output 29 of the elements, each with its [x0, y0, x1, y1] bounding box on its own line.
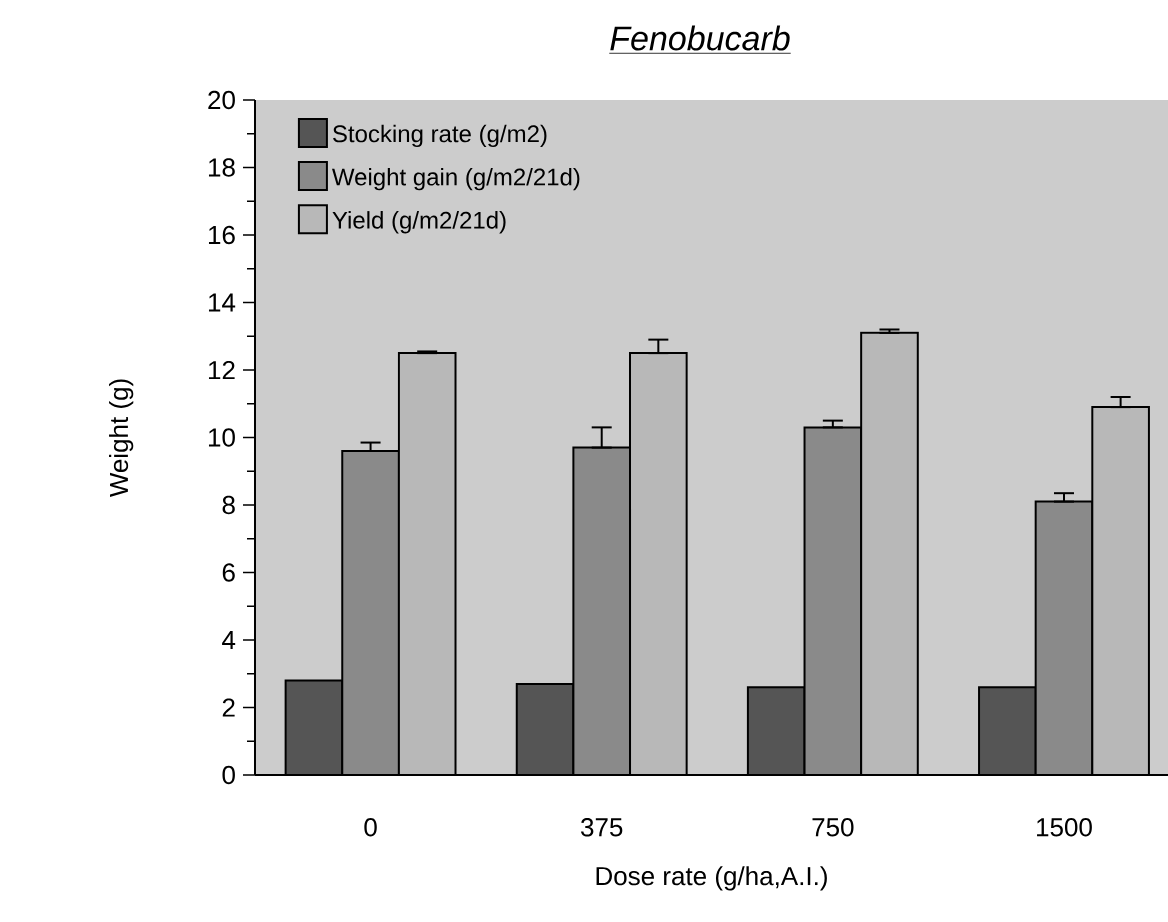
x-tick-label: 750 — [812, 818, 854, 837]
bar — [978, 686, 1037, 775]
y-tick-label: 14 — [208, 293, 236, 312]
x-tick-label: 0 — [364, 818, 377, 837]
bar — [804, 427, 862, 775]
legend-label: Weight gain (g/m2/21d) — [332, 167, 580, 191]
y-tick-label: 4 — [222, 631, 236, 649]
x-tick-label: 1500 — [1037, 818, 1092, 837]
y-tick-label: 2 — [222, 698, 235, 717]
bar — [573, 447, 631, 775]
bar — [516, 683, 574, 775]
y-tick-label: 18 — [208, 158, 235, 177]
bar — [1034, 500, 1094, 775]
y-tick-label: 20 — [208, 90, 235, 110]
y-tick-label: 6 — [222, 563, 235, 582]
bar — [285, 680, 343, 775]
y-tick-label: 0 — [222, 765, 235, 785]
bar — [342, 451, 399, 775]
y-tick-label: 12 — [208, 360, 235, 380]
y-tick-label: 16 — [208, 225, 235, 245]
y-axis-title: Weight (g) — [109, 379, 134, 498]
x-axis-title: Dose rate (g/ha,A.I.) — [596, 866, 827, 891]
legend-label: Stocking rate (g/m2) — [333, 124, 547, 148]
chart-title: Fenobucarb — [610, 25, 790, 51]
y-tick-label: 10 — [208, 428, 235, 447]
y-tick-label: 8 — [222, 495, 235, 515]
x-tick-label: 375 — [581, 818, 623, 837]
bar — [747, 687, 805, 775]
legend-label: Yield (g/m2/21d) — [332, 211, 506, 234]
